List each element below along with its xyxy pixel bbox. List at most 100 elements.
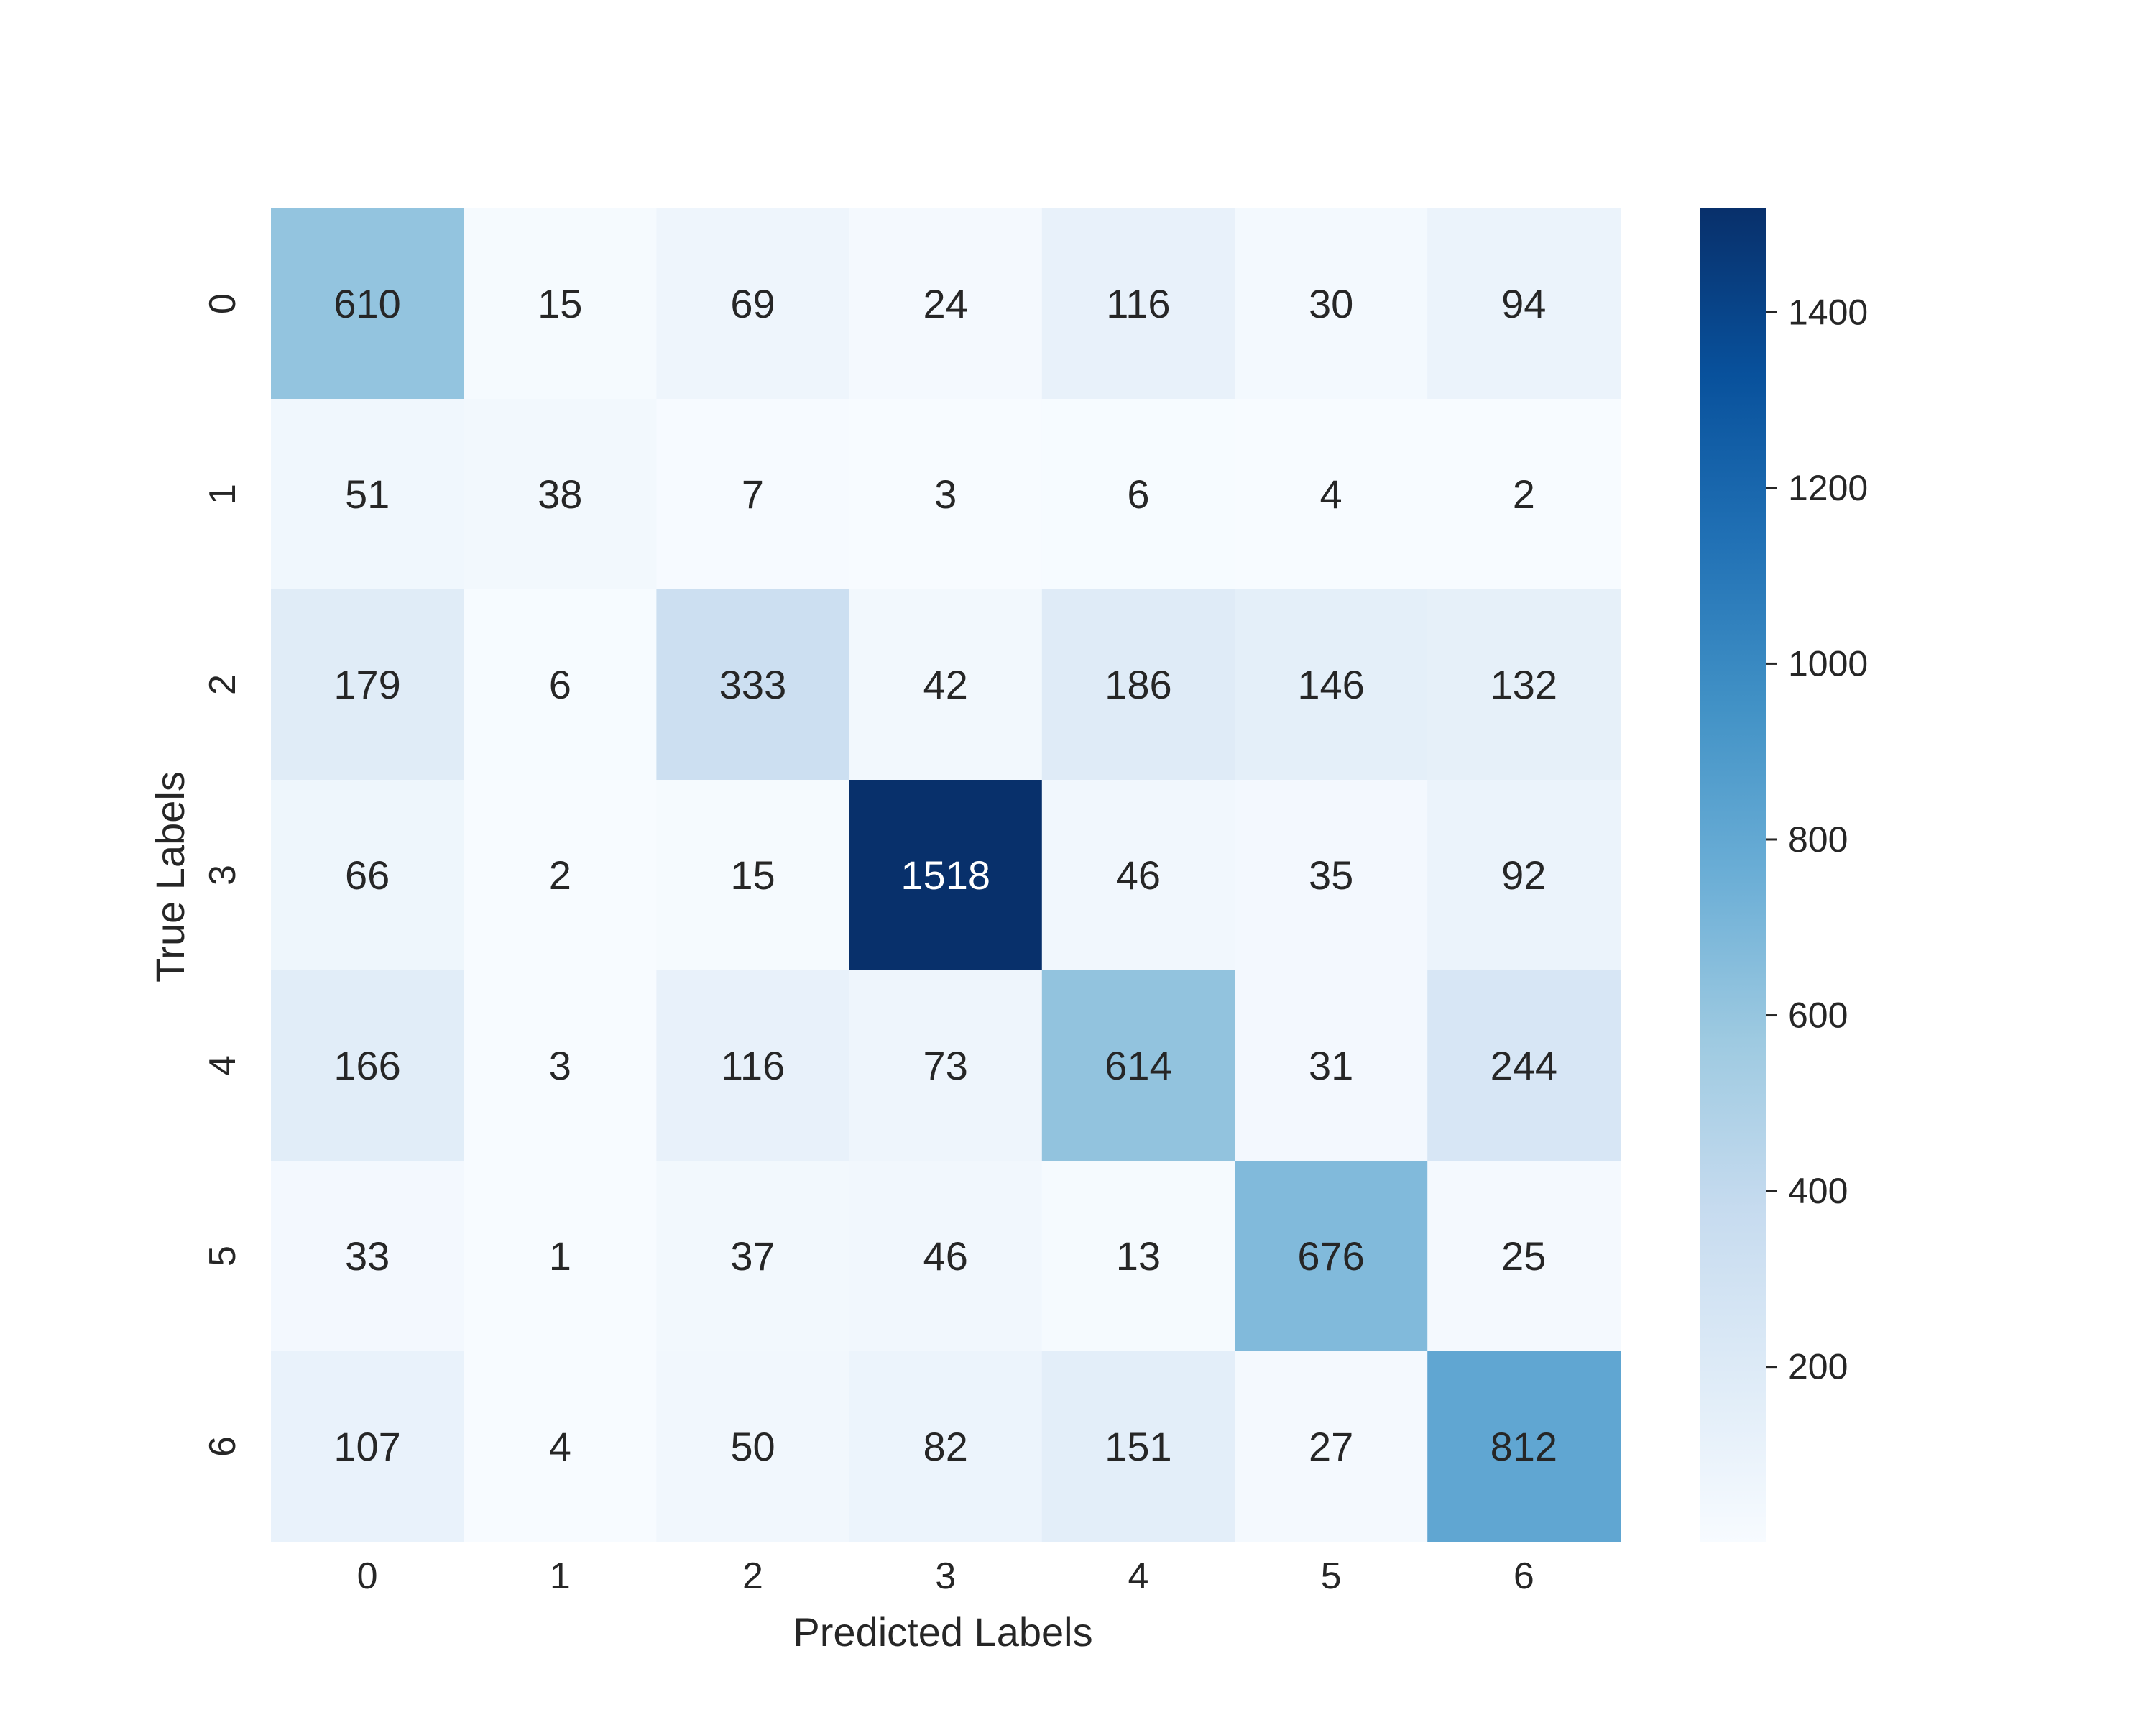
heatmap-cell — [271, 589, 464, 781]
cell-value-label: 27 — [1309, 1424, 1353, 1469]
heatmap-cell — [1041, 1351, 1235, 1542]
heatmap-cell — [1235, 399, 1428, 590]
cell-value-label: 3 — [934, 472, 957, 517]
cell-value-label: 676 — [1297, 1233, 1364, 1279]
y-axis-tick-labels: 0 1 2 3 4 5 6 — [202, 293, 244, 1457]
y-tick-label: 4 — [202, 1055, 244, 1076]
cell-value-label: 69 — [730, 281, 775, 326]
cell-value-label: 35 — [1309, 852, 1353, 898]
heatmap-cell — [1235, 1161, 1428, 1352]
cell-value-label: 31 — [1309, 1043, 1353, 1088]
y-tick-label: 6 — [202, 1436, 244, 1457]
cell-value-label: 37 — [730, 1233, 775, 1279]
heatmap-cell — [464, 1351, 657, 1542]
x-tick-label: 3 — [935, 1555, 956, 1597]
x-tick-label: 1 — [550, 1555, 571, 1597]
heatmap-cell — [1427, 399, 1621, 590]
heatmap-cell — [464, 970, 657, 1162]
heatmap-cell — [1235, 208, 1428, 400]
cell-value-label: 33 — [345, 1233, 390, 1279]
cell-value-label: 30 — [1309, 281, 1353, 326]
heatmap-cell — [1235, 1351, 1428, 1542]
cell-value-label: 51 — [345, 472, 390, 517]
colorbar-tick-label: 200 — [1788, 1347, 1848, 1387]
heatmap-cell — [464, 208, 657, 400]
heatmap-cell — [1041, 589, 1235, 781]
colorbar-tick-label: 1400 — [1788, 292, 1868, 332]
heatmap-cell — [849, 970, 1043, 1162]
cell-value-label: 166 — [333, 1043, 400, 1088]
colorbar — [1700, 208, 1766, 1542]
cell-value-label: 15 — [538, 281, 582, 326]
heatmap-cell — [849, 208, 1043, 400]
cell-value-label: 13 — [1116, 1233, 1161, 1279]
heatmap-cell — [656, 1161, 850, 1352]
heatmap-cell — [464, 589, 657, 781]
cell-value-label: 2 — [1513, 472, 1535, 517]
cell-value-label: 614 — [1105, 1043, 1171, 1088]
heatmap-cell — [271, 1351, 464, 1542]
heatmap-cell — [271, 1161, 464, 1352]
x-tick-label: 4 — [1128, 1555, 1148, 1597]
cell-value-label: 38 — [538, 472, 582, 517]
y-tick-label: 0 — [202, 293, 244, 314]
colorbar-tick-label: 600 — [1788, 995, 1848, 1036]
cell-value-label: 1 — [549, 1233, 571, 1279]
cell-value-label: 812 — [1491, 1424, 1557, 1469]
cell-value-label: 82 — [923, 1424, 968, 1469]
y-tick-label: 3 — [202, 865, 244, 886]
heatmap-cell — [271, 399, 464, 590]
colorbar-tick-label: 1200 — [1788, 468, 1868, 508]
cell-value-label: 92 — [1501, 852, 1546, 898]
y-axis-label: True Labels — [147, 771, 193, 983]
cell-value-label: 244 — [1491, 1043, 1557, 1088]
cell-value-label: 6 — [1127, 472, 1149, 517]
heatmap-cell — [656, 970, 850, 1162]
heatmap-cell — [1427, 1161, 1621, 1352]
heatmap-cell — [656, 780, 850, 971]
y-tick-label: 1 — [202, 484, 244, 505]
x-tick-label: 0 — [357, 1555, 378, 1597]
heatmap-cell — [1427, 589, 1621, 781]
cell-value-label: 4 — [549, 1424, 571, 1469]
heatmap-cell — [271, 970, 464, 1162]
heatmap-cell — [464, 399, 657, 590]
cell-value-label: 94 — [1501, 281, 1546, 326]
cell-value-label: 132 — [1491, 662, 1557, 707]
cell-value-label: 333 — [719, 662, 786, 707]
cell-value-label: 4 — [1320, 472, 1342, 517]
heatmap-cell — [271, 780, 464, 971]
cell-value-label: 7 — [742, 472, 764, 517]
cell-value-label: 146 — [1297, 662, 1364, 707]
heatmap-cell — [1041, 399, 1235, 590]
heatmap-cell — [1235, 780, 1428, 971]
x-tick-label: 6 — [1514, 1555, 1534, 1597]
cell-value-label: 151 — [1105, 1424, 1171, 1469]
cell-value-label: 116 — [1106, 281, 1170, 326]
colorbar-tick-labels: 200 400 600 800 1000 1200 1400 — [1766, 292, 1868, 1387]
cell-value-label: 107 — [333, 1424, 400, 1469]
heatmap-cell — [656, 589, 850, 781]
heatmap-cell — [1041, 970, 1235, 1162]
cell-value-label: 6 — [549, 662, 571, 707]
x-axis-label: Predicted Labels — [793, 1609, 1092, 1655]
heatmap-cell — [1235, 970, 1428, 1162]
heatmap-cell — [1235, 589, 1428, 781]
cell-value-label: 46 — [1116, 852, 1161, 898]
heatmap-cell — [1427, 780, 1621, 971]
x-tick-label: 5 — [1321, 1555, 1342, 1597]
heatmap-grid — [271, 208, 1621, 1542]
heatmap-cell — [656, 1351, 850, 1542]
heatmap-cell — [849, 589, 1043, 781]
cell-value-label: 3 — [549, 1043, 571, 1088]
heatmap-cell — [1427, 1351, 1621, 1542]
cell-value-label: 116 — [721, 1043, 785, 1088]
cell-value-label: 24 — [923, 281, 968, 326]
cell-value-label: 42 — [923, 662, 968, 707]
x-axis-tick-labels: 0 1 2 3 4 5 6 — [357, 1555, 1534, 1597]
colorbar-tick-label: 800 — [1788, 819, 1848, 860]
x-tick-label: 2 — [742, 1555, 763, 1597]
heatmap-cell — [849, 1351, 1043, 1542]
cell-value-label: 179 — [333, 662, 400, 707]
